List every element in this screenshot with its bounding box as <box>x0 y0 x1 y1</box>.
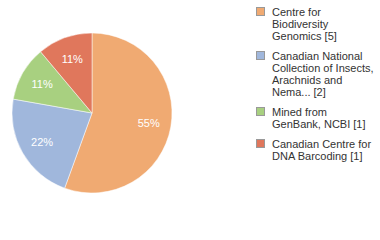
svg-text:22%: 22% <box>31 136 53 148</box>
html-text:Canadian Centre for DNA Barcod: Canadian Centre for DNA Barcoding [1] <box>272 138 372 162</box>
svg-text:11%: 11% <box>32 78 53 90</box>
svg-text:11%: 11% <box>62 53 83 65</box>
svg-text:55%: 55% <box>138 117 160 129</box>
html-text:Centre for Biodiversity Genomi: Centre for Biodiversity Genomics [5] <box>272 6 337 42</box>
html-text:Mined from GenBank, NCBI [1]: Mined from GenBank, NCBI [1] <box>272 106 366 130</box>
html-text:Canadian National Collection o: Canadian National Collection of Insects,… <box>272 50 374 98</box>
